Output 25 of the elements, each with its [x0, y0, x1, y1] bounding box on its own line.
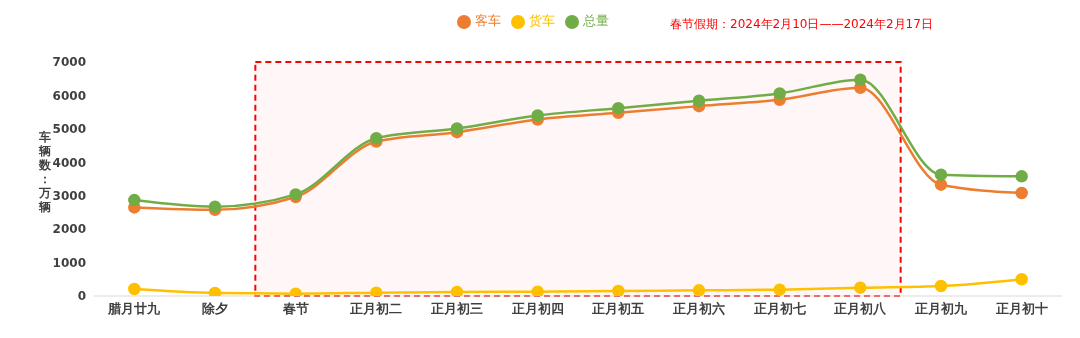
y-tick-label: 1000: [52, 255, 86, 270]
y-tick-label: 0: [77, 289, 86, 304]
x-tick-label: 正月初二: [349, 301, 403, 317]
x-tick-label: 除夕: [202, 301, 228, 317]
band-label: 春节假期：2024年2月10日——2024年2月17日: [670, 16, 933, 33]
x-tick-label: 正月初六: [672, 301, 725, 317]
x-tick-label: 正月初七: [752, 301, 806, 317]
x-tick-label: 春节: [281, 301, 309, 317]
x-tick-label: 正月初四: [510, 301, 564, 317]
x-tick-label: 正月初十: [994, 301, 1048, 317]
y-tick-label: 4000: [52, 155, 86, 170]
x-tick-label: 正月初九: [914, 301, 968, 317]
y-axis-title: 车辆数：万辆: [38, 130, 52, 214]
legend-label: 货车: [529, 13, 555, 28]
x-tick-label: 正月初三: [430, 301, 483, 317]
y-tick-label: 7000: [52, 55, 86, 70]
legend-label: 客车: [475, 13, 501, 28]
x-tick-label: 正月初五: [591, 301, 645, 317]
y-tick-label: 2000: [52, 222, 86, 237]
y-tick-label: 5000: [52, 122, 86, 137]
x-tick-label: 正月初八: [833, 301, 888, 317]
x-tick-label: 腊月廿九: [107, 301, 162, 317]
legend-label: 总量: [583, 13, 609, 28]
y-tick-label: 3000: [52, 188, 86, 203]
y-tick-label: 6000: [52, 88, 86, 103]
